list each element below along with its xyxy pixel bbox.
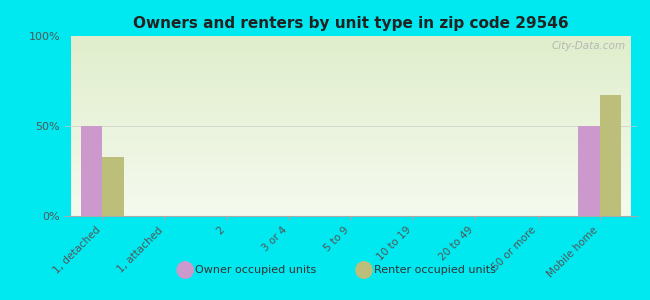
Bar [600,95,621,216]
Bar [102,157,124,216]
Bar [81,126,102,216]
Bar [578,126,600,216]
Title: Owners and renters by unit type in zip code 29546: Owners and renters by unit type in zip c… [133,16,569,31]
Text: Renter occupied units: Renter occupied units [374,265,495,275]
Text: City-Data.com: City-Data.com [551,41,625,51]
Text: Owner occupied units: Owner occupied units [195,265,317,275]
